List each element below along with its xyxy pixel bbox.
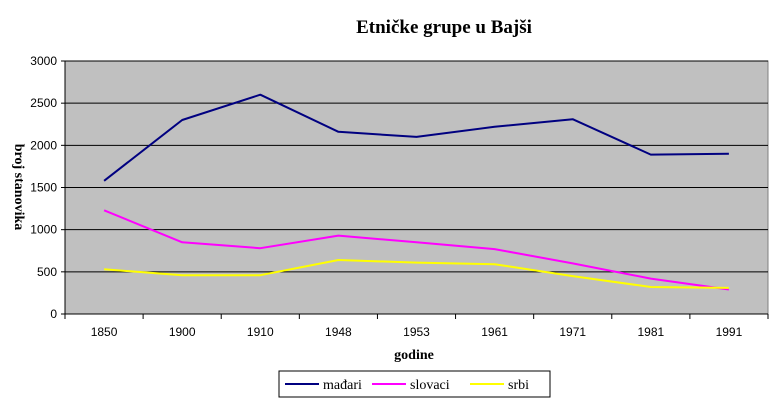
legend-label: mađari	[323, 378, 362, 393]
y-tick-label: 2000	[30, 138, 57, 152]
y-tick-label: 1500	[30, 181, 57, 195]
y-axis: 0 500 1000 1500 2000 2500 3000	[30, 54, 66, 321]
series-lines	[103, 93, 730, 291]
y-axis-title: broj stanovika	[11, 144, 26, 230]
series-line-3	[104, 259, 729, 289]
legend-label: slovaci	[410, 378, 450, 393]
x-tick-label: 1948	[325, 325, 352, 339]
x-tick-label: 1981	[637, 325, 664, 339]
x-tick-label: 1991	[716, 325, 743, 339]
x-axis-title: godine	[394, 348, 434, 363]
x-tick-label: 1850	[91, 325, 118, 339]
y-tick-label: 0	[50, 307, 57, 321]
chart-title: Etničke grupe u Bajši	[356, 17, 532, 38]
x-tick-label: 1953	[403, 325, 430, 339]
x-axis: 1850 1900 1910 1948 1953 1961 1971 1981 1991	[64, 313, 769, 339]
y-tick-label: 3000	[30, 54, 57, 68]
y-tick-label: 1000	[30, 223, 57, 237]
x-tick-label: 1900	[169, 325, 196, 339]
y-tick-label: 2500	[30, 96, 57, 110]
x-tick-label: 1961	[481, 325, 508, 339]
series-line-2	[103, 209, 730, 291]
gridlines	[65, 60, 768, 273]
x-tick-label: 1910	[247, 325, 274, 339]
legend-box	[278, 370, 551, 398]
y-tick-label: 500	[37, 265, 57, 279]
legend-label: srbi	[508, 378, 529, 393]
x-tick-label: 1971	[559, 325, 586, 339]
legend: mađari slovaci srbi	[278, 370, 551, 398]
